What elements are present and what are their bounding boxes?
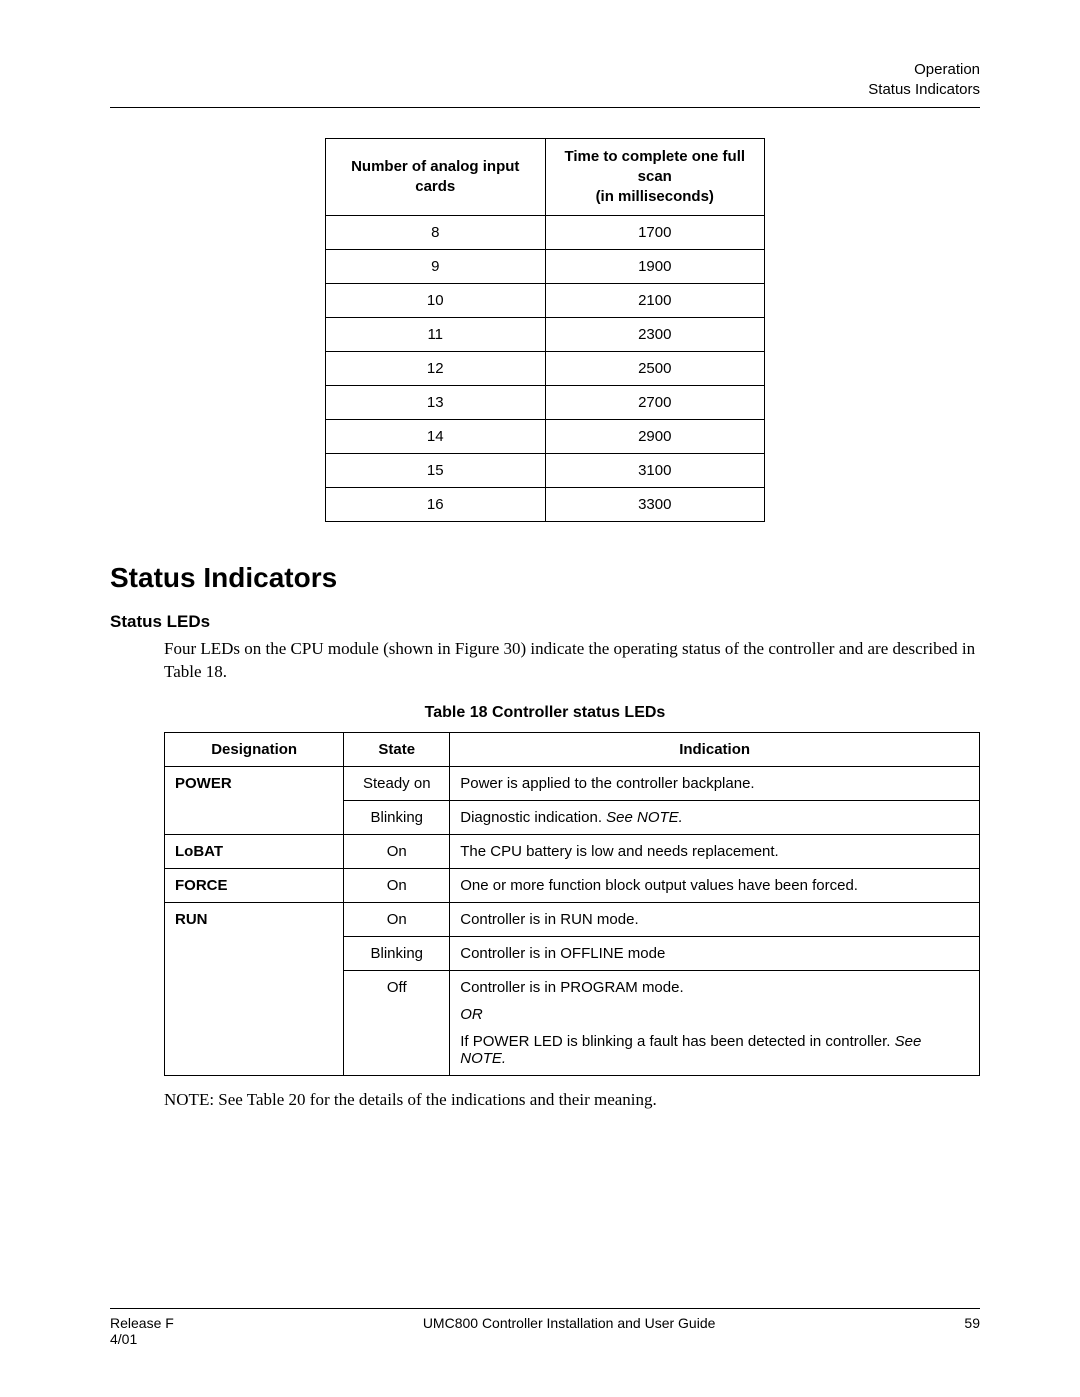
footer-center: UMC800 Controller Installation and User …: [174, 1315, 965, 1331]
table-row: FORCE On One or more function block outp…: [165, 869, 980, 903]
note-text: NOTE: See Table 20 for the details of th…: [164, 1090, 980, 1110]
cell-cards: 11: [326, 318, 546, 352]
cell-state: On: [344, 903, 450, 937]
cell-time: 2300: [545, 318, 765, 352]
cell-indication: Diagnostic indication. See NOTE.: [450, 801, 980, 835]
cell-time: 2700: [545, 386, 765, 420]
cell-time: 2900: [545, 420, 765, 454]
cell-time: 3300: [545, 488, 765, 522]
col-header-state: State: [344, 733, 450, 767]
table-row: RUN On Controller is in RUN mode.: [165, 903, 980, 937]
page-footer: Release F 4/01 UMC800 Controller Install…: [110, 1308, 980, 1347]
cell-indication-text: Diagnostic indication.: [460, 809, 606, 826]
cell-state: Off: [344, 971, 450, 1076]
cell-designation: POWER: [165, 767, 344, 835]
cell-state: On: [344, 869, 450, 903]
cell-cards: 8: [326, 216, 546, 250]
subsection-title: Status LEDs: [110, 612, 980, 632]
cell-state: Blinking: [344, 937, 450, 971]
cell-indication-or: OR: [460, 1006, 969, 1023]
cell-indication: Power is applied to the controller backp…: [450, 767, 980, 801]
table-row: 102100: [326, 284, 765, 318]
scan-time-table-wrap: Number of analog input cards Time to com…: [110, 138, 980, 523]
cell-cards: 12: [326, 352, 546, 386]
cell-indication-p3-text: If POWER LED is blinking a fault has bee…: [460, 1033, 894, 1050]
table-row: 112300: [326, 318, 765, 352]
footer-release: Release F: [110, 1315, 174, 1331]
cell-designation: LoBAT: [165, 835, 344, 869]
table-row: 132700: [326, 386, 765, 420]
scan-time-table: Number of analog input cards Time to com…: [325, 138, 765, 523]
cell-indication: One or more function block output values…: [450, 869, 980, 903]
cell-designation: RUN: [165, 903, 344, 1076]
document-page: Operation Status Indicators Number of an…: [0, 0, 1080, 1397]
col-header-indication: Indication: [450, 733, 980, 767]
status-led-table: Designation State Indication POWER Stead…: [164, 732, 980, 1076]
cell-indication-p1: Controller is in PROGRAM mode.: [460, 979, 969, 996]
col-header-time-l2: (in milliseconds): [596, 188, 714, 205]
table-18-caption: Table 18 Controller status LEDs: [110, 704, 980, 722]
section-title: Status Indicators: [110, 562, 980, 594]
cell-cards: 15: [326, 454, 546, 488]
table-row: LoBAT On The CPU battery is low and need…: [165, 835, 980, 869]
body-paragraph: Four LEDs on the CPU module (shown in Fi…: [164, 638, 980, 684]
cell-cards: 14: [326, 420, 546, 454]
cell-designation: FORCE: [165, 869, 344, 903]
footer-page-number: 59: [964, 1315, 980, 1331]
cell-indication: The CPU battery is low and needs replace…: [450, 835, 980, 869]
cell-state: Steady on: [344, 767, 450, 801]
table-row: POWER Steady on Power is applied to the …: [165, 767, 980, 801]
header-rule: [110, 107, 980, 108]
scan-time-tbody: 8170091900102100112300122500132700142900…: [326, 216, 765, 522]
footer-left: Release F 4/01: [110, 1315, 174, 1347]
table-header-row: Designation State Indication: [165, 733, 980, 767]
cell-time: 3100: [545, 454, 765, 488]
cell-cards: 9: [326, 250, 546, 284]
col-header-designation: Designation: [165, 733, 344, 767]
table-row: 81700: [326, 216, 765, 250]
cell-state: On: [344, 835, 450, 869]
cell-time: 1900: [545, 250, 765, 284]
table-header-row: Number of analog input cards Time to com…: [326, 138, 765, 216]
header-line-2: Status Indicators: [110, 80, 980, 100]
cell-indication-p3: If POWER LED is blinking a fault has bee…: [460, 1033, 969, 1067]
header-line-1: Operation: [110, 60, 980, 80]
cell-indication: Controller is in RUN mode.: [450, 903, 980, 937]
col-header-cards: Number of analog input cards: [326, 138, 546, 216]
cell-cards: 16: [326, 488, 546, 522]
cell-indication-note: See NOTE.: [606, 809, 683, 826]
table-row: 153100: [326, 454, 765, 488]
page-header: Operation Status Indicators: [110, 60, 980, 101]
footer-rule: [110, 1308, 980, 1309]
table-row: 163300: [326, 488, 765, 522]
cell-time: 2100: [545, 284, 765, 318]
cell-indication: Controller is in OFFLINE mode: [450, 937, 980, 971]
table-row: 122500: [326, 352, 765, 386]
cell-time: 2500: [545, 352, 765, 386]
cell-indication: Controller is in PROGRAM mode. OR If POW…: [450, 971, 980, 1076]
table-row: 91900: [326, 250, 765, 284]
status-led-table-wrap: Designation State Indication POWER Stead…: [164, 732, 980, 1076]
cell-cards: 10: [326, 284, 546, 318]
cell-time: 1700: [545, 216, 765, 250]
footer-date: 4/01: [110, 1331, 174, 1347]
col-header-time: Time to complete one full scan (in milli…: [545, 138, 765, 216]
table-row: 142900: [326, 420, 765, 454]
cell-cards: 13: [326, 386, 546, 420]
col-header-time-l1: Time to complete one full scan: [564, 148, 745, 185]
cell-state: Blinking: [344, 801, 450, 835]
